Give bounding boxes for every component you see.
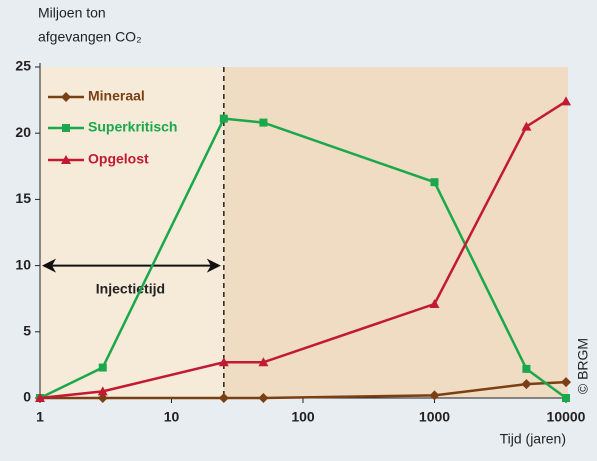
- annotation-label: Injectietijd: [96, 280, 165, 296]
- arrow-head: [206, 258, 221, 273]
- plot-background: [40, 67, 224, 398]
- y-axis-label: Miljoen ton: [38, 5, 106, 21]
- x-axis-label: Tijd (jaren): [500, 431, 566, 447]
- legend-label: Mineraal: [88, 88, 145, 104]
- legend-marker: [62, 124, 70, 132]
- x-tick-label: 10000: [547, 409, 586, 425]
- y-tick-label: 10: [15, 256, 31, 272]
- point: [561, 96, 571, 106]
- point: [258, 357, 269, 367]
- point: [98, 363, 107, 372]
- x-tick-label: 10: [164, 409, 180, 425]
- point: [429, 390, 440, 401]
- y-tick-label: 15: [15, 190, 31, 206]
- legend-label: Superkritisch: [88, 119, 177, 135]
- point: [562, 394, 570, 402]
- x-tick-label: 1000: [419, 409, 450, 425]
- credit: © BRGM: [575, 338, 591, 394]
- legend-label: Opgelost: [88, 151, 149, 167]
- point: [521, 379, 532, 390]
- point: [218, 357, 229, 367]
- point: [430, 178, 439, 187]
- point: [97, 393, 108, 403]
- point: [429, 298, 440, 308]
- point: [218, 393, 229, 403]
- legend-marker: [61, 92, 71, 102]
- y-axis-label: afgevangen CO₂: [38, 29, 142, 45]
- y-tick-label: 20: [15, 124, 31, 140]
- point: [521, 121, 532, 131]
- point: [97, 386, 108, 396]
- point: [259, 118, 268, 127]
- y-tick-label: 5: [23, 323, 31, 339]
- arrow-head: [42, 258, 56, 273]
- point: [258, 393, 269, 403]
- x-tick-label: 100: [291, 409, 315, 425]
- point: [561, 377, 571, 388]
- point: [219, 114, 228, 123]
- shaded-region: [223, 67, 569, 398]
- y-tick-label: 25: [15, 58, 31, 74]
- y-tick-label: 0: [23, 389, 31, 405]
- legend-marker: [61, 155, 71, 164]
- point: [522, 364, 531, 373]
- point: [35, 393, 45, 402]
- x-tick-label: 1: [36, 409, 44, 425]
